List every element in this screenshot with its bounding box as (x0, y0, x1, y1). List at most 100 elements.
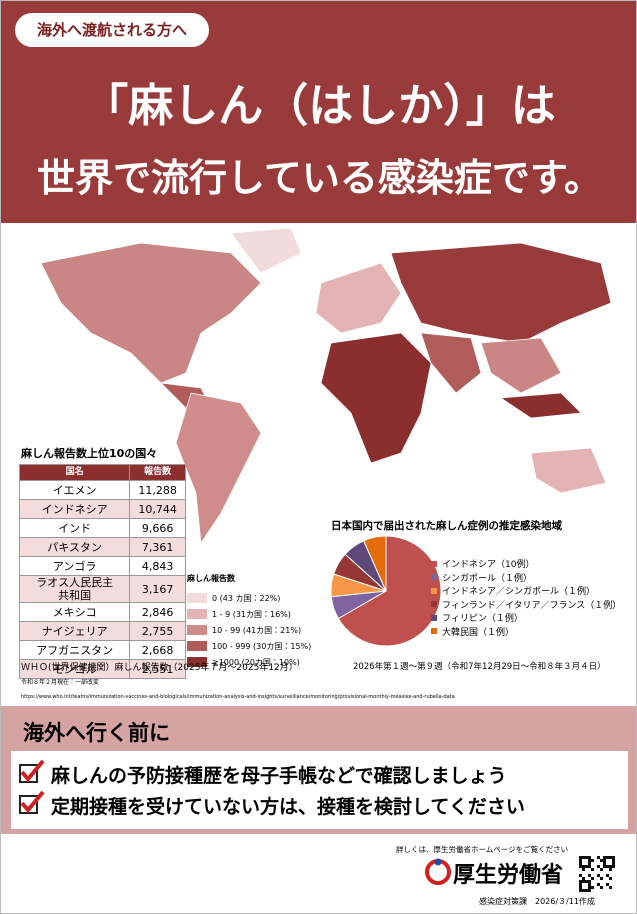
map-legend: 麻しん報告数 0 (43 カ国：22%) 1 - 9 (31カ国：16%) 10 -… (187, 573, 327, 670)
title-line: 世界で流行している感染症です。 (36, 156, 603, 200)
figure-area (40, 227, 612, 647)
legend-label: 100 - 999 (30カ国：15%) (212, 641, 312, 651)
qr-module (585, 880, 588, 883)
qr-module (582, 877, 585, 880)
qr-module (579, 865, 582, 868)
legend-label: 10 - 99 (41カ国：21%) (212, 625, 302, 635)
table-row: メキシコ 2,846 (18, 602, 186, 622)
map-caption: ＷＨＯ(世界保健機関）麻しん報告数（2025年７月～2025年12月） (21, 663, 298, 673)
world-map (40, 227, 612, 545)
table-row: インド 9,666 (18, 518, 186, 538)
qr-module (579, 862, 582, 865)
action-heading: 海外へ行く前に (23, 721, 170, 745)
table-row: インドネシア 10,744 (18, 499, 186, 519)
table-row: アフガニスタン 2,668 (18, 640, 186, 660)
pie-legend-swatch (431, 574, 437, 581)
pie-legend-entry: フィリピン（１例） (431, 611, 621, 625)
pie-legend-label: フィリピン（１例） (442, 614, 523, 625)
action-panel (11, 751, 628, 829)
qr-module (603, 865, 606, 868)
pie-legend-label: インドネシア（10例） (442, 560, 535, 571)
qr-module (609, 877, 612, 880)
table-cell: パキスタン (18, 537, 131, 557)
pie-legend-entry: インドネシア／シンガポール（１例） (431, 584, 621, 598)
qr-module (597, 874, 600, 877)
qr-module (588, 859, 591, 862)
qr-module (591, 859, 594, 862)
legend-entry: ≧1000 (20カ国：10%) (187, 654, 327, 670)
table-cell: 3,167 (129, 575, 186, 603)
table-cell: 2,755 (129, 621, 186, 641)
qr-module (579, 874, 582, 877)
check-icons (19, 759, 45, 814)
qr-module (591, 877, 594, 880)
ministry-logo (425, 858, 451, 885)
title-line: 「麻しん（はしか）」は (83, 79, 556, 132)
pie-legend-swatch (431, 587, 437, 594)
qr-module (600, 859, 603, 862)
qr-module (588, 880, 591, 883)
table-row: アンゴラ 4,843 (18, 556, 186, 576)
qr-module (612, 865, 615, 868)
qr-module (591, 886, 594, 889)
qr-module (579, 883, 582, 886)
qr-module (582, 865, 585, 868)
legend-swatch (187, 625, 207, 635)
pie-legend-label: フィンランド／イタリア／フランス（１例） (442, 600, 622, 611)
table-cell: 4,843 (129, 556, 186, 576)
ministry-name: 厚生労働省 (453, 863, 564, 888)
qr-module (603, 856, 606, 859)
legend-entry: 10 - 99 (41カ国：21%) (187, 622, 327, 638)
qr-module (597, 865, 600, 868)
table-cell: インドネシア (18, 499, 131, 519)
qr-module (582, 880, 585, 883)
table-cell: アフガニスタン (18, 640, 131, 660)
qr-module (588, 865, 591, 868)
qr-module (606, 874, 609, 877)
table-cell: ラオス人民民主 共和国 (18, 575, 131, 603)
qr-module (612, 862, 615, 865)
qr-module (609, 886, 612, 889)
pie-legend-label: シンガポール（１例） (442, 573, 533, 584)
legend-entry: 0 (43 カ国：22%) (187, 590, 327, 606)
table-cell: イエメン (18, 480, 131, 500)
pie-caption: 2026年第１週～第９週（令和7年12月29日～令和８年３月４日） (353, 662, 606, 672)
action-item: 定期接種を受けていない方は、接種を検討してください (51, 796, 525, 818)
pie-legend: インドネシア（10例） シンガポール（１例） インドネシア／シンガポール（１例） フィ… (431, 557, 621, 638)
qr-module (603, 859, 606, 862)
legend-entry: 1 - 9 (31カ国：16%) (187, 606, 327, 622)
qr-code (579, 856, 615, 892)
source-url: https://www.who.int/teams/immunization-v… (21, 694, 455, 700)
action-item: 麻しんの予防接種歴を母子手帳などで確認しましょう (51, 765, 507, 787)
table-row: ナイジェリア 2,755 (18, 621, 186, 641)
qr-module (609, 865, 612, 868)
table-cell: ナイジェリア (18, 621, 131, 641)
qr-module (588, 883, 591, 886)
table-cell: メキシコ (18, 602, 131, 622)
qr-module (585, 856, 588, 859)
qr-module (588, 856, 591, 859)
qr-module (591, 868, 594, 871)
table-row: ラオス人民民主 共和国 3,167 (18, 575, 186, 603)
table-cell: 2,551 (129, 659, 186, 679)
ranking-table: 国名 報告数 イエメン 11,288 インドネシア 10,744 インド 9,666 パキスタン… (18, 464, 186, 679)
qr-module (600, 886, 603, 889)
qr-module (588, 886, 591, 889)
table-header: 国名 報告数 (18, 464, 186, 481)
qr-module (579, 886, 582, 889)
pie-legend-entry: インドネシア（10例） (431, 557, 621, 571)
table-cell: 2,668 (129, 640, 186, 660)
table-cell: アンゴラ (18, 556, 131, 576)
legend-swatch (187, 657, 207, 667)
qr-module (582, 889, 585, 892)
table-row: イエメン 11,288 (18, 480, 186, 500)
pie-legend-swatch (431, 614, 437, 621)
legend-entry: 100 - 999 (30カ国：15%) (187, 638, 327, 654)
legend-title: 麻しん報告数 (187, 574, 235, 583)
table-cell: 11,288 (129, 480, 186, 500)
table-title: 麻しん報告数上位10の国々 (21, 447, 158, 460)
pie-legend-entry: 大韓民国（１例） (431, 625, 621, 639)
table-cell: 2,846 (129, 602, 186, 622)
legend-swatch (187, 593, 207, 603)
qr-module (600, 877, 603, 880)
